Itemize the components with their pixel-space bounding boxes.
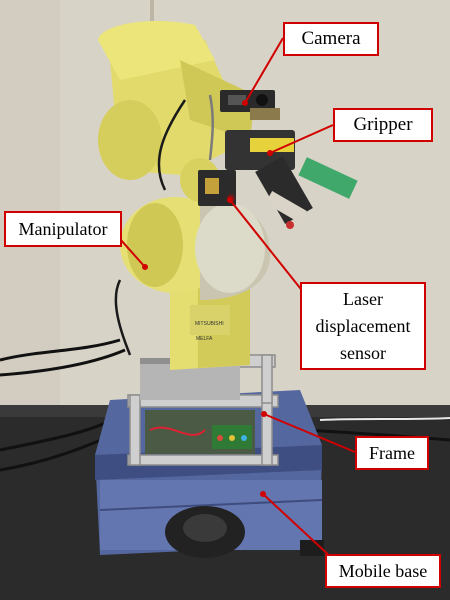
arm-brand-text: MITSUBISHI	[195, 321, 224, 327]
arm-cables	[114, 94, 214, 356]
leader-line-camera	[244, 37, 284, 104]
label-camera-text: Camera	[301, 28, 361, 49]
leader-line-laser-sensor	[229, 199, 309, 299]
label-frame: Frame	[355, 436, 429, 470]
floor-cables	[0, 338, 450, 472]
label-mobile-base-text: Mobile base	[338, 561, 428, 581]
label-gripper-text: Gripper	[353, 114, 413, 135]
label-gripper: Gripper	[333, 108, 433, 142]
arm-model-text: MELFA	[196, 336, 213, 342]
label-mobile-base: Mobile base	[325, 554, 441, 588]
label-manipulator-text: Manipulator	[18, 219, 108, 239]
control-electronics	[145, 410, 255, 454]
leader-line-gripper	[269, 124, 334, 154]
leader-line-mobile-base	[262, 493, 334, 560]
label-manipulator: Manipulator	[4, 211, 122, 247]
label-frame-text: Frame	[369, 443, 415, 463]
manipulator-arm	[98, 20, 270, 370]
leader-dots	[142, 100, 273, 497]
label-camera: Camera	[283, 22, 379, 56]
leader-line-frame	[263, 413, 356, 453]
label-laser-sensor-line-1: Laser	[343, 289, 383, 309]
label-laser-sensor-line-2: displacement	[315, 316, 411, 336]
gripper-unit	[225, 130, 358, 229]
camera-unit	[220, 90, 280, 120]
label-laser-sensor: Laser displacement sensor	[300, 282, 426, 370]
leader-lines	[111, 37, 356, 560]
label-laser-sensor-line-3: sensor	[340, 343, 386, 363]
